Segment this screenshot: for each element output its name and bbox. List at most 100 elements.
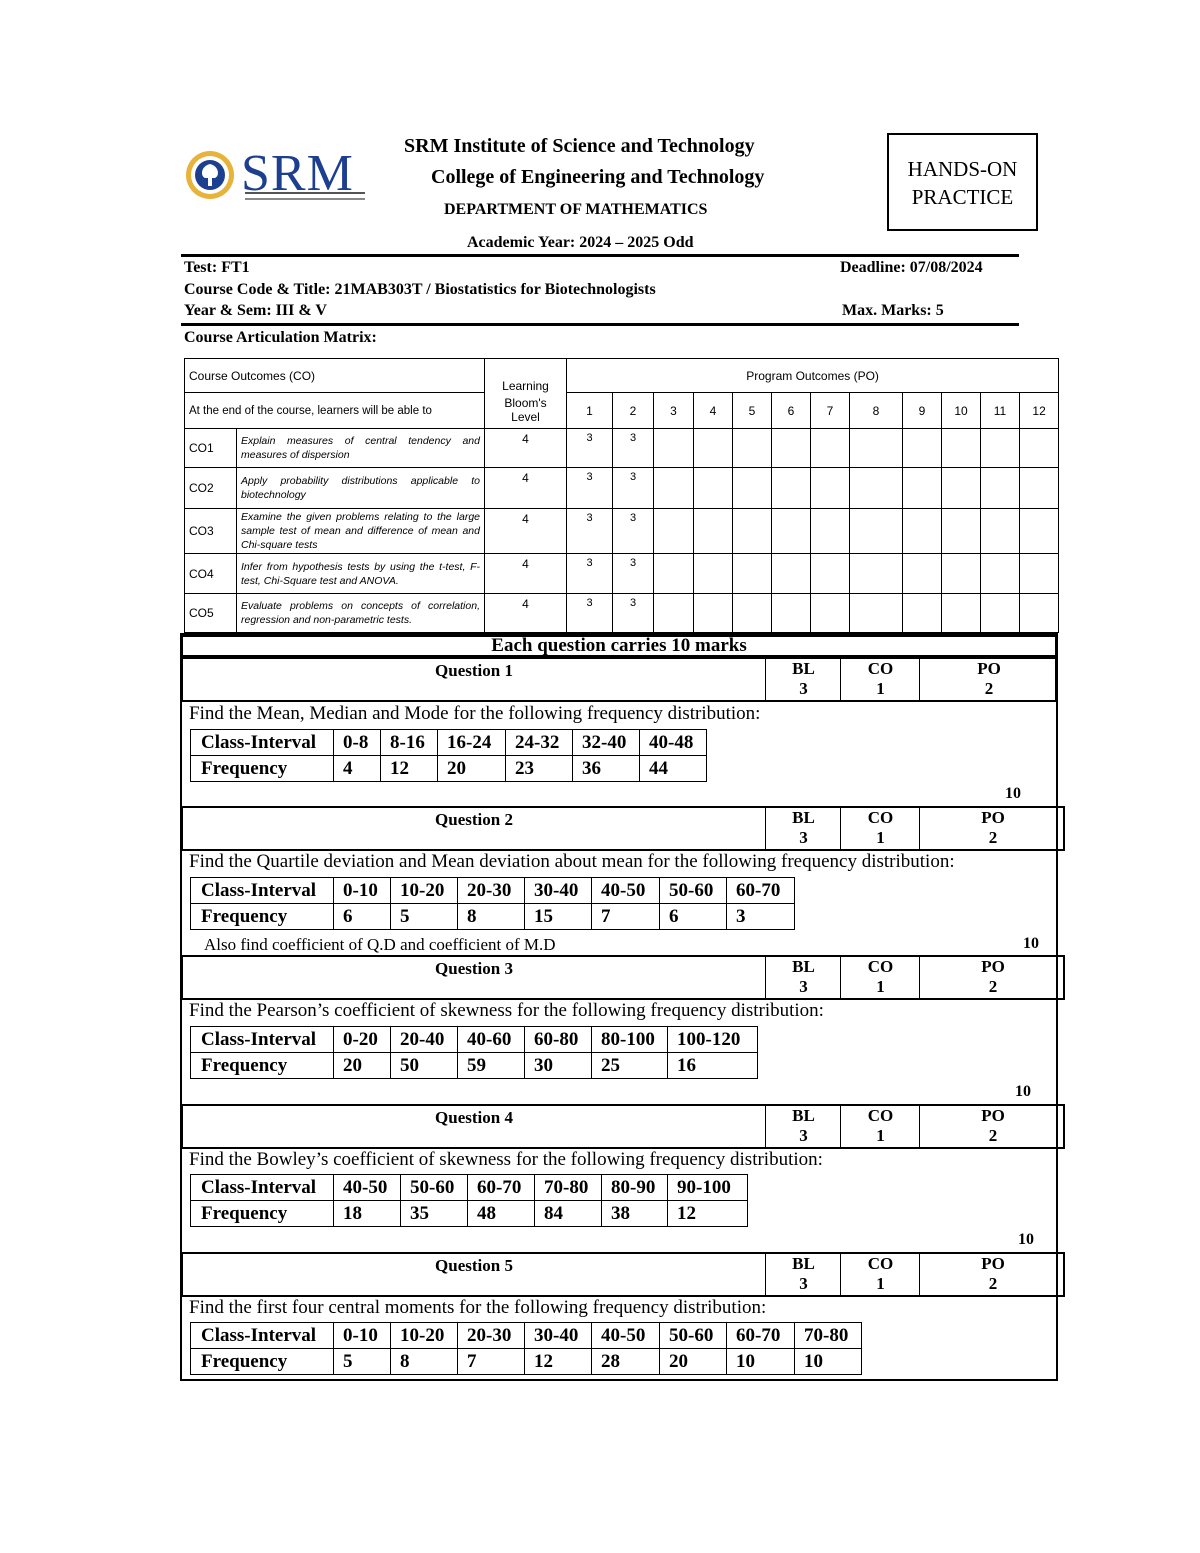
table-cell: 4 — [333, 755, 381, 782]
question-text: Find the Bowley’s coefficient of skewnes… — [189, 1149, 823, 1170]
row-label: Frequency — [190, 903, 334, 930]
bloom-level: 4 — [484, 428, 567, 468]
table-cell: 8 — [390, 1348, 458, 1375]
table-cell: 40-50 — [333, 1174, 401, 1201]
po-value — [732, 428, 772, 468]
table-cell: 20 — [659, 1348, 727, 1375]
badge-line-2: PRACTICE — [911, 185, 1014, 209]
table-cell: 16 — [667, 1052, 758, 1079]
class-interval-row: Class-Interval 0-8 8-16 16-24 24-32 32-40 40-4… — [190, 729, 707, 756]
po-value — [771, 593, 811, 633]
question-co-cell: CO 1 — [840, 1106, 920, 1147]
table-cell: 90-100 — [667, 1174, 748, 1201]
question-text: Find the Quartile deviation and Mean dev… — [189, 851, 955, 872]
po-value: 3 — [612, 467, 654, 509]
po-value — [810, 508, 850, 554]
po-value: 3 — [612, 428, 654, 468]
class-interval-row: Class-Interval 40-50 50-60 60-70 70-80 80-90 9… — [190, 1174, 748, 1201]
po-number: 7 — [810, 392, 850, 429]
po-value — [980, 508, 1020, 554]
question-po-cell: PO 2 — [919, 957, 1066, 998]
course-title: Course Code & Title: 21MAB303T / Biostat… — [184, 281, 656, 298]
table-cell: 50 — [390, 1052, 458, 1079]
po-value — [849, 508, 903, 554]
question-bl-label: BL — [792, 957, 815, 976]
question-bl-cell: BL 3 — [765, 808, 841, 849]
po-value: 3 — [566, 428, 613, 468]
po-number: 11 — [980, 392, 1020, 429]
question-co-value: 1 — [876, 1274, 885, 1293]
question-po-label: PO — [977, 659, 1001, 678]
po-value — [941, 467, 981, 509]
po-value — [732, 593, 772, 633]
question-bl-label: BL — [792, 1254, 815, 1273]
table-cell: 24-32 — [505, 729, 573, 756]
co-id: CO5 — [184, 593, 237, 633]
table-cell: 0-10 — [333, 1322, 391, 1349]
question-header: Question 4 BL 3 CO 1 PO 2 — [181, 1104, 1065, 1149]
question-co-cell: CO 1 — [840, 659, 920, 700]
po-value — [902, 428, 942, 468]
po-value — [980, 428, 1020, 468]
po-value — [771, 428, 811, 468]
po-value — [941, 428, 981, 468]
question-co-label: CO — [867, 659, 894, 678]
po-value — [849, 593, 903, 633]
po-value: 3 — [612, 508, 654, 554]
po-value — [693, 593, 733, 633]
table-cell: 60-80 — [524, 1026, 592, 1053]
matrix-header-row: Course Outcomes (CO) Learning Program Outc… — [184, 358, 1060, 393]
divider — [181, 254, 1019, 257]
po-value — [693, 428, 733, 468]
question-co-value: 1 — [876, 977, 885, 996]
table-cell: 7 — [591, 903, 660, 930]
po-header: Program Outcomes (PO) — [565, 358, 1060, 393]
question-bl-value: 3 — [799, 1126, 808, 1145]
question-po-label: PO — [981, 957, 1005, 976]
table-cell: 23 — [505, 755, 573, 782]
srm-logo: SRM — [183, 145, 368, 208]
question-co-label: CO — [867, 957, 894, 976]
table-cell: 40-50 — [591, 1322, 660, 1349]
questions-section — [180, 633, 1058, 1381]
table-cell: 10 — [726, 1348, 795, 1375]
po-value — [980, 553, 1020, 594]
question-title: Question 2 — [435, 810, 513, 829]
question-header: Question 5 BL 3 CO 1 PO 2 — [181, 1252, 1065, 1297]
po-value: 3 — [566, 467, 613, 509]
question-po-value: 2 — [988, 1126, 998, 1145]
co-description: Evaluate problems on concepts of correla… — [236, 593, 485, 633]
matrix-title: Course Articulation Matrix: — [184, 329, 377, 346]
po-value: 3 — [612, 593, 654, 633]
table-cell: 12 — [380, 755, 438, 782]
po-value — [693, 467, 733, 509]
frequency-table: Class-Interval 0-8 8-16 16-24 24-32 32-40 40-4… — [190, 729, 707, 782]
divider — [181, 323, 1019, 326]
hands-on-badge: HANDS-ON PRACTICE — [887, 133, 1038, 231]
row-label: Class-Interval — [190, 1174, 334, 1201]
po-value — [941, 553, 981, 594]
po-value — [849, 553, 903, 594]
bloom-level: 4 — [484, 593, 567, 633]
po-value — [980, 593, 1020, 633]
po-value: 3 — [566, 593, 613, 633]
bloom-level: 4 — [484, 553, 567, 594]
course-articulation-matrix: Course Outcomes (CO) Learning Program Outc… — [184, 358, 1060, 633]
test-name: Test: FT1 — [184, 259, 250, 276]
table-cell: 6 — [659, 903, 727, 930]
po-value — [1018, 508, 1060, 554]
table-cell: 20-40 — [390, 1026, 458, 1053]
question-bl-label: BL — [792, 1106, 815, 1125]
table-cell: 28 — [591, 1348, 660, 1375]
question-header: Question 3 BL 3 CO 1 PO 2 — [181, 955, 1065, 1000]
table-cell: 10 — [794, 1348, 862, 1375]
table-cell: 36 — [572, 755, 640, 782]
table-cell: 100-120 — [667, 1026, 758, 1053]
question-co-label: CO — [867, 1106, 894, 1125]
question-bl-cell: BL 3 — [765, 1106, 841, 1147]
question-title: Question 4 — [435, 1108, 513, 1127]
department-name: DEPARTMENT OF MATHEMATICS — [444, 201, 708, 218]
table-cell: 6 — [333, 903, 391, 930]
po-value — [902, 553, 942, 594]
table-cell: 16-24 — [437, 729, 506, 756]
